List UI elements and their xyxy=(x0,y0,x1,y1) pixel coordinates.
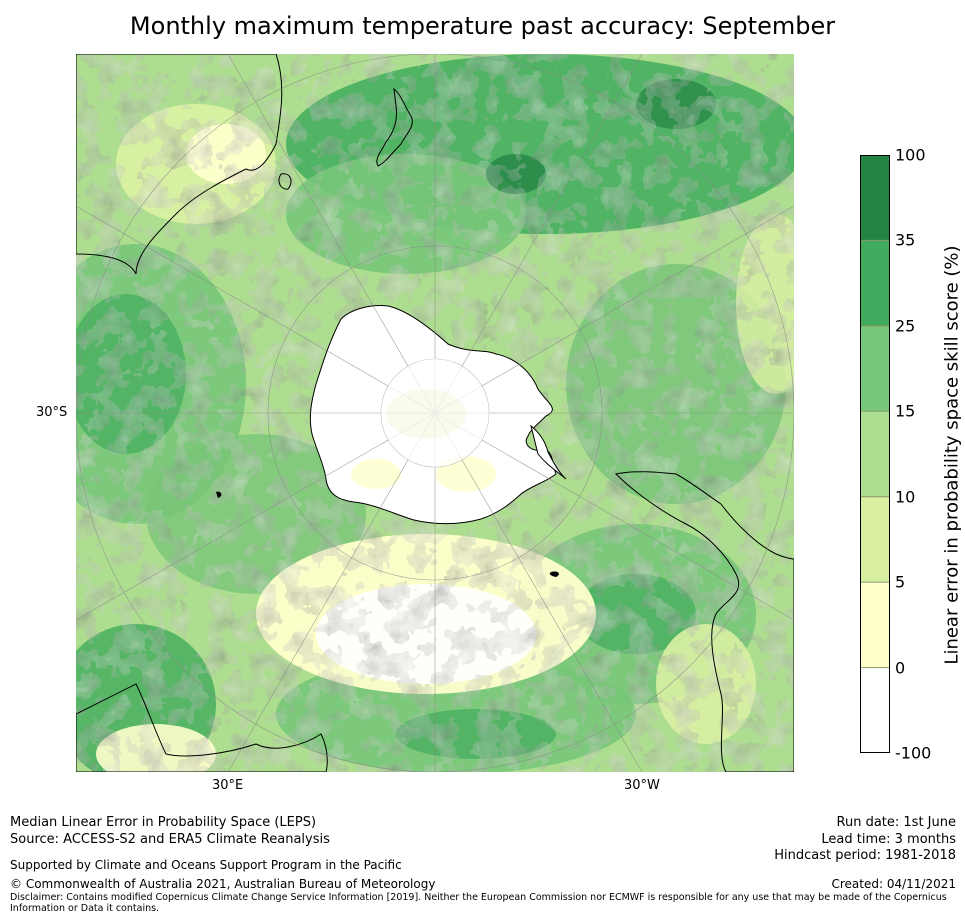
colorbar-tick-label: 10 xyxy=(895,487,916,507)
kerguelen-coast xyxy=(216,491,222,498)
colorbar-segment xyxy=(860,411,890,497)
south-pole-disc xyxy=(381,359,489,467)
lat-tick-30s: 30°S xyxy=(36,405,68,420)
colorbar-segment xyxy=(860,155,890,241)
australia-coast xyxy=(76,54,283,275)
tasmania-coast xyxy=(278,173,292,190)
antarctic-peninsula xyxy=(530,424,567,480)
footer-lead-time: Lead time: 3 months xyxy=(821,832,956,847)
colorbar-tick-label: 0 xyxy=(895,658,906,678)
colorbar-segment xyxy=(860,325,890,412)
footer-copyright: © Commonwealth of Australia 2021, Austra… xyxy=(10,877,436,891)
colorbar-tick-label: 100 xyxy=(895,145,926,165)
footer-leps: Median Linear Error in Probability Space… xyxy=(10,815,317,830)
footer-support: Supported by Climate and Oceans Support … xyxy=(10,858,402,872)
footer-source: Source: ACCESS-S2 and ERA5 Climate Reana… xyxy=(10,832,330,847)
colorbar-segment xyxy=(860,496,890,583)
footer-disclaimer: Disclaimer: Contains modified Copernicus… xyxy=(10,892,947,914)
footer-created: Created: 04/11/2021 xyxy=(831,877,956,891)
south-america-coast xyxy=(614,471,794,772)
africa-coast xyxy=(76,683,328,772)
colorbar-tick-label: 35 xyxy=(895,230,916,250)
colorbar-tick-label: 25 xyxy=(895,316,916,336)
new-zealand-coast xyxy=(376,87,413,167)
footer-run-date: Run date: 1st June xyxy=(836,815,956,830)
falklands-coast xyxy=(549,571,559,577)
lon-tick-30e: 30°E xyxy=(212,778,244,793)
colorbar-tick-label: 15 xyxy=(895,401,916,421)
colorbar-segment xyxy=(860,240,890,326)
colorbar-label: Linear error in probability space skill … xyxy=(941,245,963,665)
footer-hindcast: Hindcast period: 1981-2018 xyxy=(774,848,956,863)
colorbar xyxy=(860,155,890,753)
lon-tick-30w: 30°W xyxy=(624,778,660,793)
colorbar-segment xyxy=(860,667,890,753)
colorbar-tick-label: -100 xyxy=(895,743,932,763)
map-title: Monthly maximum temperature past accurac… xyxy=(129,12,836,40)
map-panel xyxy=(76,54,794,772)
colorbar-tick-label: 5 xyxy=(895,572,906,592)
colorbar-segment xyxy=(860,582,890,668)
